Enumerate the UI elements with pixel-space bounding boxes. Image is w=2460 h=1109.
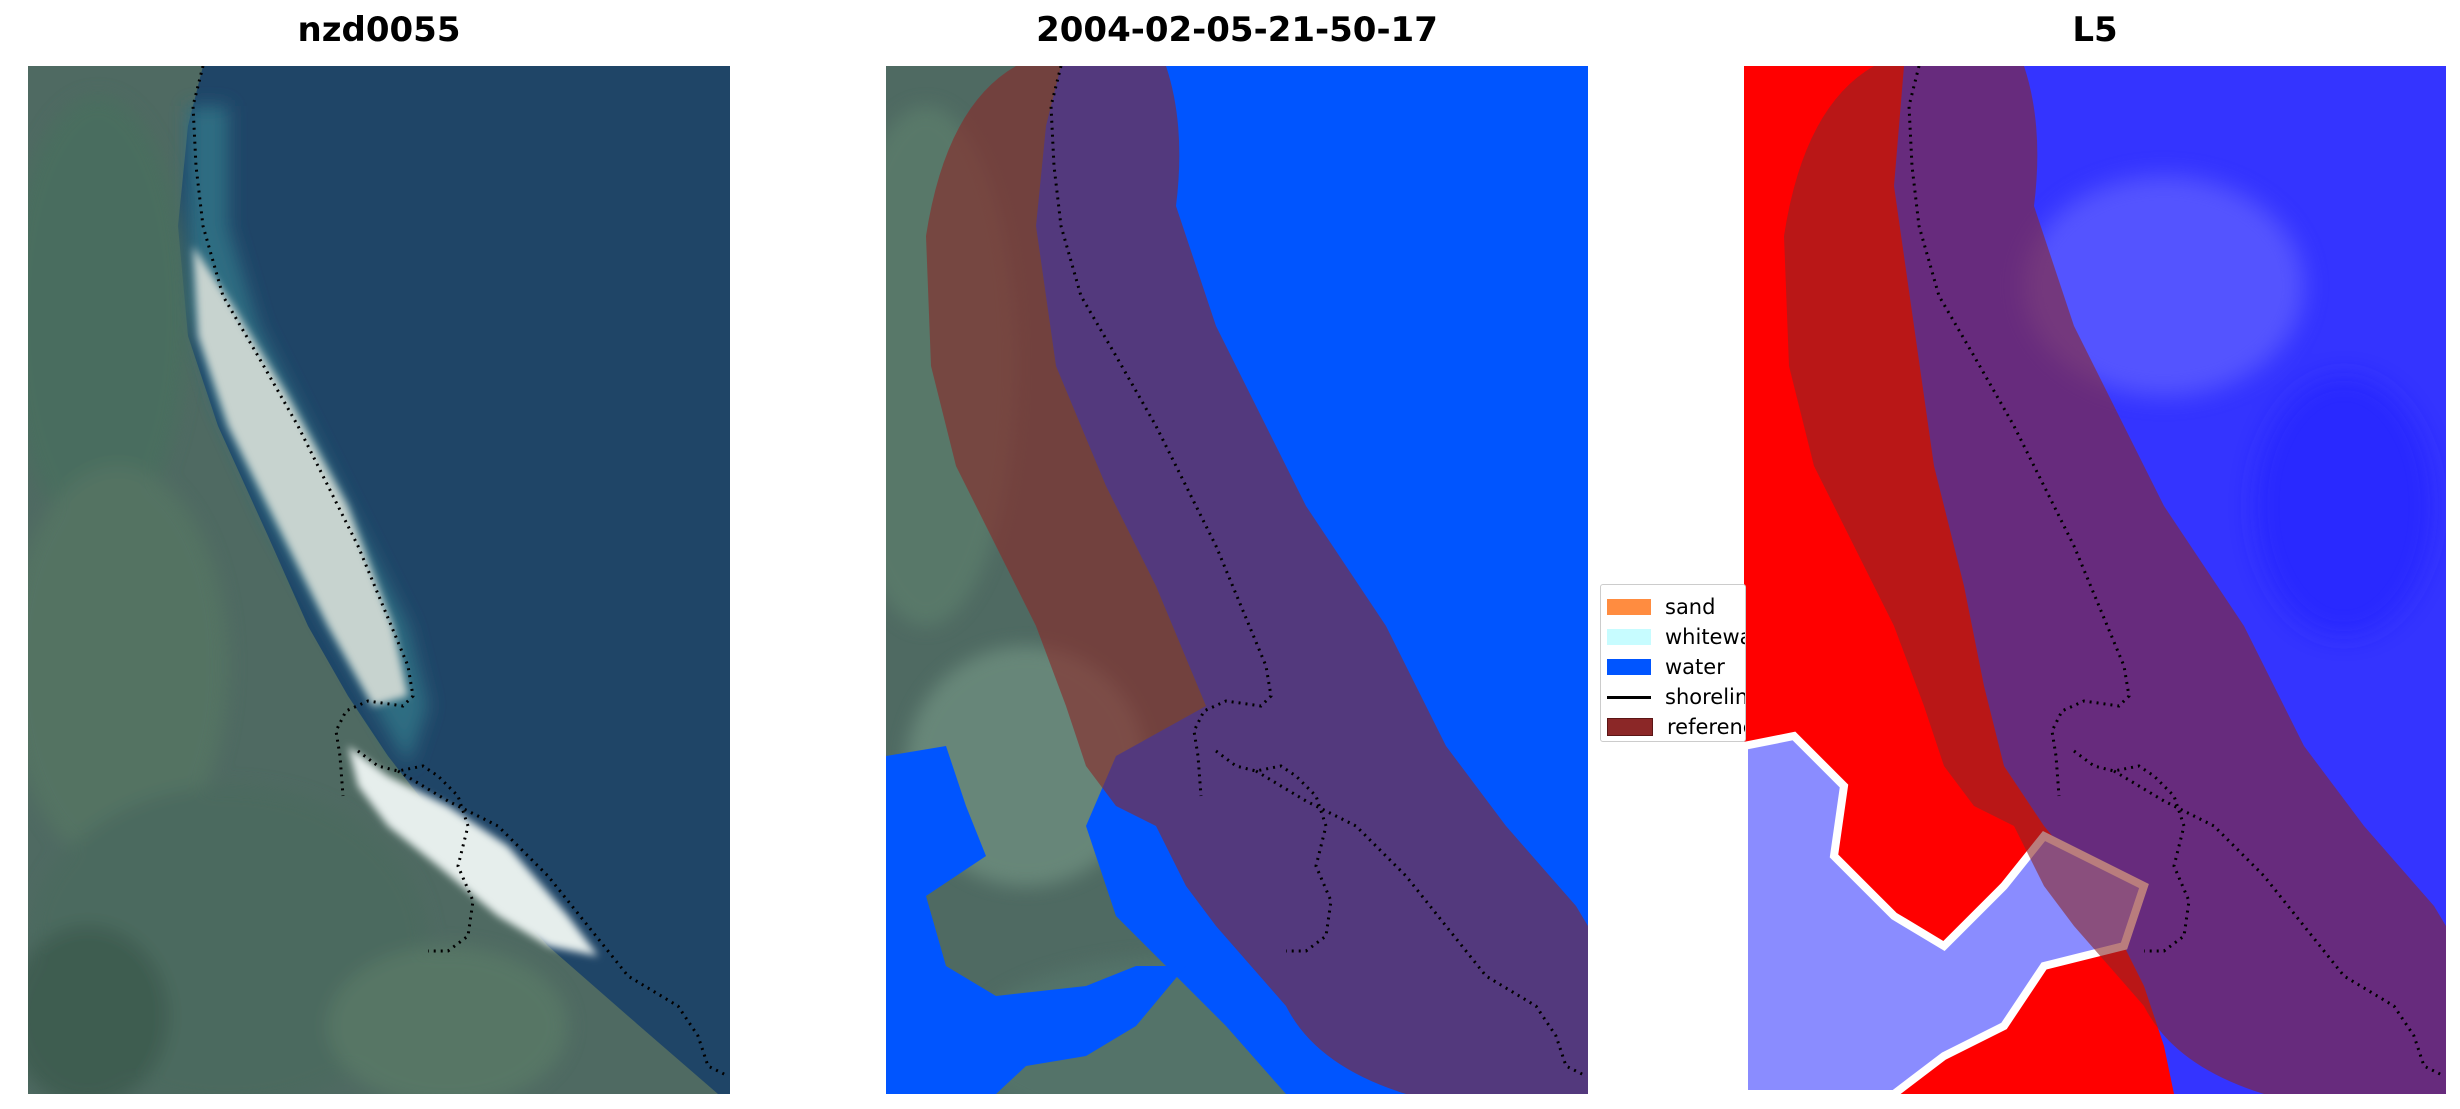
panel-title-classification: 2004-02-05-21-50-17 bbox=[1036, 10, 1438, 50]
legend-item-sand: sand bbox=[1607, 595, 1715, 619]
classification-image bbox=[886, 66, 1588, 1094]
legend-item-whitewater: whitewa bbox=[1607, 625, 1746, 649]
legend-label-whitewater: whitewa bbox=[1665, 625, 1746, 649]
whitewater-swatch bbox=[1607, 629, 1651, 645]
index-image bbox=[1744, 66, 2446, 1094]
panel-title-rgb: nzd0055 bbox=[297, 10, 461, 50]
water-swatch bbox=[1607, 659, 1651, 675]
legend-item-reference: referenc bbox=[1607, 715, 1746, 739]
sand-swatch bbox=[1607, 599, 1651, 615]
legend-label-water: water bbox=[1665, 655, 1725, 679]
panel-title-index: L5 bbox=[2072, 10, 2118, 50]
legend-label-sand: sand bbox=[1665, 595, 1716, 619]
shoreline-line bbox=[191, 66, 415, 797]
reference-swatch bbox=[1607, 718, 1653, 736]
legend-label-shoreline: shorelin bbox=[1665, 685, 1746, 709]
reference-buffer bbox=[926, 66, 1588, 1094]
legend: sand whitewa water shorelin referenc bbox=[1600, 584, 1746, 742]
shoreline-swatch bbox=[1607, 695, 1651, 699]
index-panel bbox=[1744, 66, 2446, 1094]
rgb-satellite-image bbox=[28, 66, 730, 1094]
rgb-image-panel bbox=[28, 66, 730, 1094]
legend-item-shoreline: shorelin bbox=[1607, 685, 1746, 709]
legend-item-water: water bbox=[1607, 655, 1725, 679]
classification-panel bbox=[886, 66, 1588, 1094]
legend-label-reference: referenc bbox=[1667, 715, 1746, 739]
